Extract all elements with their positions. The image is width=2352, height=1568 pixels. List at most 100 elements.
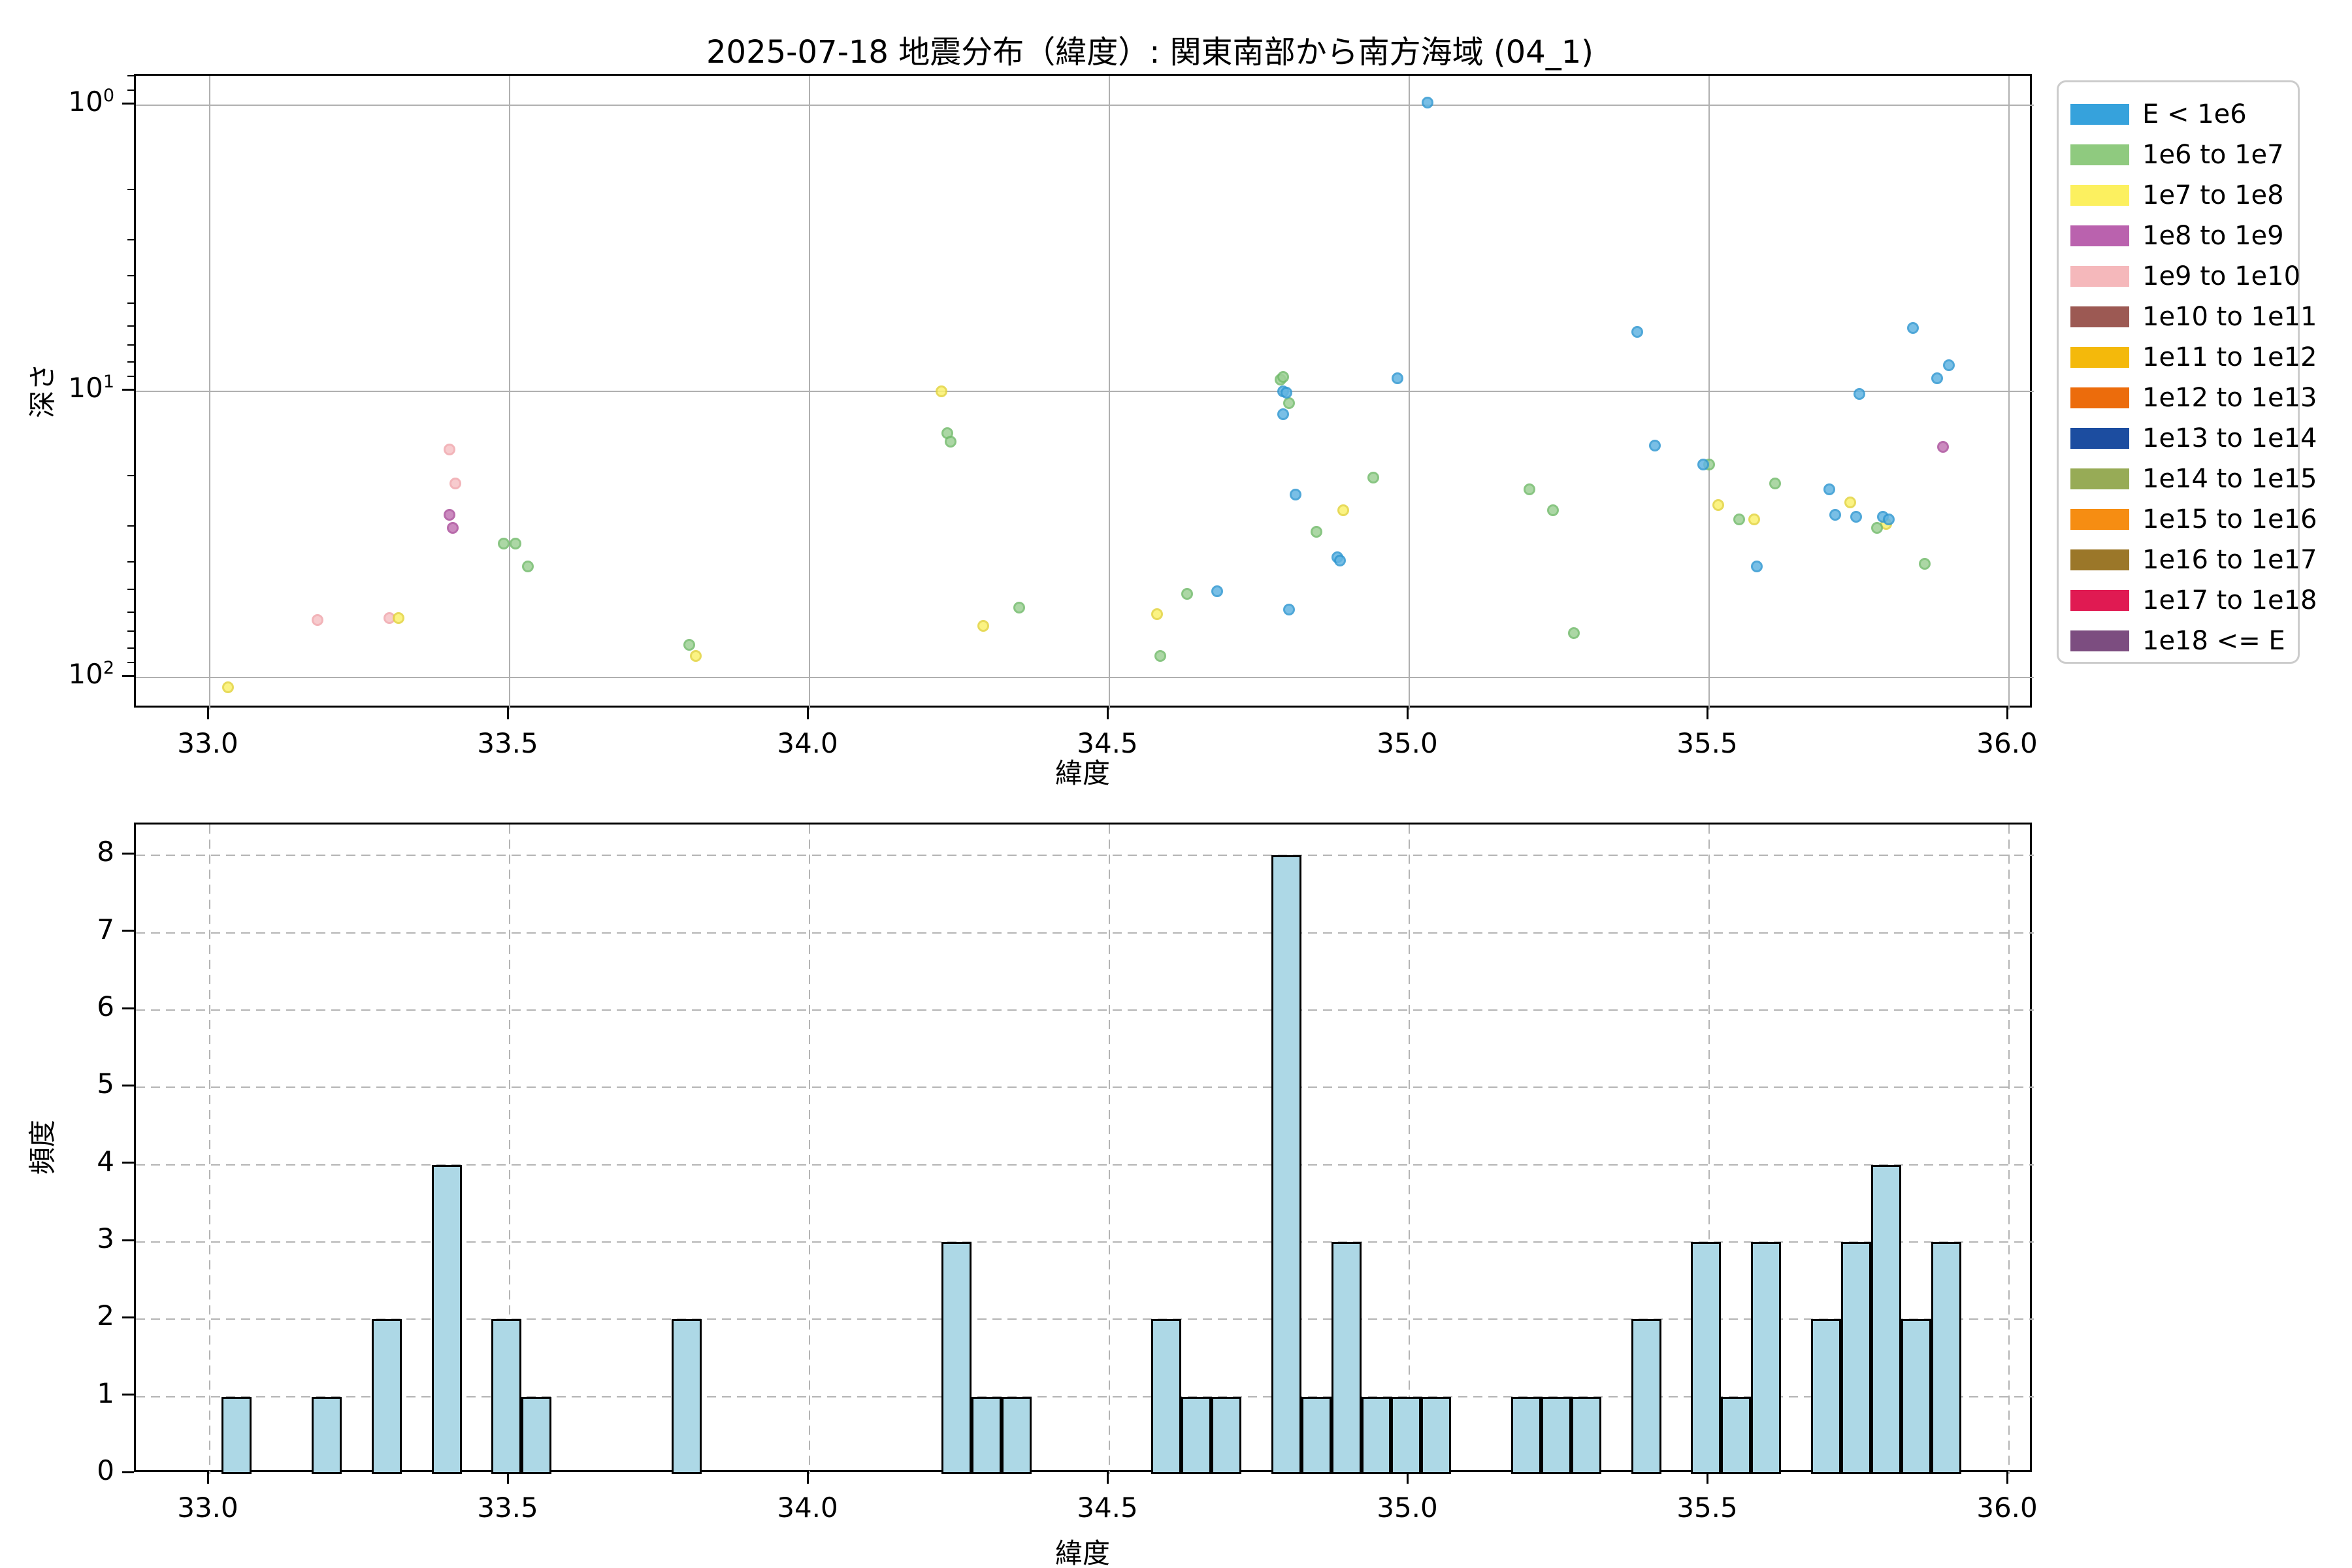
scatter-xtick-mark (1406, 708, 1409, 719)
scatter-gridline-x (1109, 76, 1110, 710)
scatter-point (689, 649, 702, 662)
histogram-bar (1421, 1396, 1452, 1474)
histogram-bar (1751, 1242, 1782, 1474)
histogram-bar (521, 1396, 552, 1474)
histogram-bar (1811, 1319, 1841, 1474)
scatter-xtick-label: 35.0 (1377, 727, 1438, 759)
histogram-bar (671, 1319, 702, 1474)
histogram-bar (1870, 1164, 1901, 1474)
scatter-point (1211, 585, 1224, 598)
hist-xtick-label: 35.5 (1676, 1492, 1738, 1524)
legend-swatch (2070, 306, 2129, 327)
scatter-point (1871, 521, 1884, 534)
scatter-point (510, 537, 522, 549)
hist-xtick-label: 35.0 (1377, 1492, 1438, 1524)
legend-swatch (2070, 590, 2129, 611)
legend-item: 1e8 to 1e9 (2059, 216, 2298, 256)
legend-item: 1e18 <= E (2059, 621, 2298, 661)
histogram-bar (491, 1319, 522, 1474)
legend-item: 1e10 to 1e11 (2059, 297, 2317, 337)
histogram-bar (1391, 1396, 1422, 1474)
legend-label: 1e12 to 1e13 (2142, 383, 2317, 413)
scatter-point (1151, 608, 1164, 620)
histogram-bar (1631, 1319, 1661, 1474)
scatter-ytick-minor (127, 525, 134, 527)
scatter-gridline-y (136, 677, 2034, 678)
legend-label: 1e15 to 1e16 (2142, 504, 2317, 534)
scatter-point (1649, 440, 1661, 452)
scatter-ytick-minor (127, 589, 134, 591)
scatter-xtick-label: 36.0 (1976, 727, 2038, 759)
scatter-xlabel: 緯度 (1054, 757, 1111, 789)
scatter-xtick-mark (1106, 708, 1109, 719)
hist-ytick-mark (122, 1084, 134, 1086)
scatter-xtick-label: 34.0 (777, 727, 838, 759)
hist-ytick-label: 4 (97, 1145, 114, 1177)
legend-label: 1e14 to 1e15 (2142, 464, 2317, 494)
hist-ytick-mark (122, 1316, 134, 1318)
scatter-point (521, 561, 534, 573)
scatter-ytick-minor (127, 647, 134, 649)
legend-swatch (2070, 428, 2129, 449)
histogram-bar (1571, 1396, 1601, 1474)
histogram-bar (1331, 1242, 1362, 1474)
legend-label: 1e16 to 1e17 (2142, 545, 2317, 575)
hist-xtick-mark (1106, 1472, 1109, 1484)
scatter-point (449, 478, 462, 490)
legend-label: 1e9 to 1e10 (2142, 261, 2301, 291)
legend-swatch (2070, 347, 2129, 368)
scatter-point (1277, 408, 1290, 420)
legend-label: 1e13 to 1e14 (2142, 423, 2317, 453)
scatter-xtick-label: 33.0 (177, 727, 238, 759)
hist-gridline-x (509, 825, 510, 1474)
scatter-point (1334, 554, 1347, 566)
scatter-point (1391, 372, 1403, 384)
legend-swatch (2070, 630, 2129, 651)
scatter-ytick-minor (127, 325, 134, 327)
scatter-gridline-x (509, 76, 510, 710)
hist-xtick-mark (2006, 1472, 2008, 1484)
scatter-xtick-mark (506, 708, 509, 719)
scatter-ytick-minor (127, 375, 134, 377)
histogram-bar (1271, 855, 1301, 1474)
histogram-bar (941, 1242, 972, 1474)
scatter-ytick-label: 102 (68, 658, 114, 691)
histogram-bar (1181, 1396, 1212, 1474)
histogram-bar (221, 1396, 252, 1474)
scatter-xtick-label: 35.5 (1676, 727, 1738, 759)
hist-xtick-label: 33.0 (177, 1492, 238, 1524)
histogram-ylabel: 頻度 (26, 1119, 59, 1175)
scatter-xtick-label: 34.5 (1077, 727, 1138, 759)
scatter-ytick-minor (127, 361, 134, 363)
histogram-bar (1901, 1319, 1931, 1474)
scatter-plot-area (134, 74, 2034, 710)
histogram-bar (1151, 1319, 1182, 1474)
legend-swatch (2070, 266, 2129, 287)
legend-swatch (2070, 387, 2129, 408)
scatter-xtick-mark (806, 708, 809, 719)
scatter-point (1568, 627, 1580, 640)
histogram-bar (431, 1164, 462, 1474)
legend-item: 1e11 to 1e12 (2059, 337, 2317, 378)
scatter-point (221, 681, 234, 693)
legend-swatch (2070, 509, 2129, 530)
legend-label: 1e7 to 1e8 (2142, 180, 2284, 210)
hist-gridline-y (136, 1318, 2034, 1320)
scatter-ytick-minor (127, 561, 134, 563)
histogram-bar (1001, 1396, 1032, 1474)
scatter-gridline-y (136, 105, 2034, 106)
scatter-ytick-mark (122, 388, 134, 391)
scatter-point (683, 639, 696, 651)
legend-item: 1e6 to 1e7 (2059, 135, 2298, 175)
scatter-point (1631, 326, 1643, 338)
legend-item: 1e12 to 1e13 (2059, 378, 2317, 418)
scatter-ytick-minor (127, 474, 134, 476)
hist-xtick-mark (806, 1472, 809, 1484)
histogram-bar (1361, 1396, 1392, 1474)
scatter-point (1013, 602, 1026, 614)
histogram-bar (312, 1396, 342, 1474)
legend-swatch (2070, 225, 2129, 246)
scatter-point (977, 619, 990, 632)
scatter-point (1337, 504, 1350, 516)
scatter-point (1547, 504, 1560, 516)
